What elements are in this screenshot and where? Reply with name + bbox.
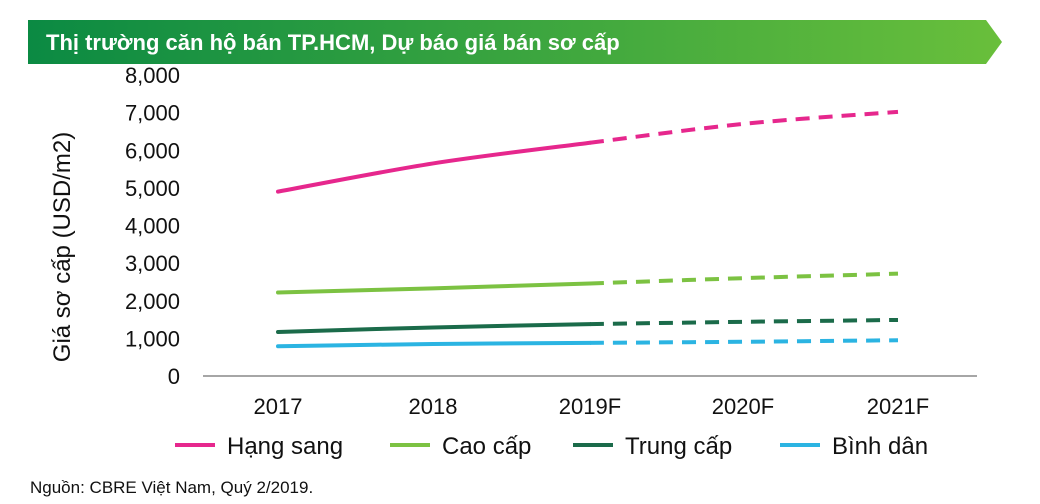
series-line-actual [276, 281, 592, 295]
chart-title: Thị trường căn hộ bán TP.HCM, Dự báo giá… [46, 30, 620, 55]
source-note: Nguồn: CBRE Việt Nam, Quý 2/2019. [30, 478, 314, 497]
y-axis-label: Giá sơ cấp (USD/m2) [49, 132, 76, 362]
series-line-actual [276, 340, 592, 349]
y-axis-ticks: 8,000 7,000 6,000 5,000 4,000 3,000 2,000 1,000… [125, 63, 180, 389]
legend-label: Bình dân [832, 433, 928, 460]
y-tick-label: 4,000 [125, 214, 180, 239]
legend-label: Trung cấp [625, 433, 732, 460]
x-tick-label: 2019F [559, 394, 621, 419]
legend: Hạng sang Cao cấp Trung cấp Bình dân [175, 433, 928, 460]
title-banner-shape [28, 20, 1002, 64]
legend-label: Hạng sang [227, 433, 343, 460]
series-line-actual [276, 140, 592, 194]
x-tick-label: 2017 [254, 394, 303, 419]
x-tick-label: 2020F [712, 394, 774, 419]
x-tick-label: 2018 [409, 394, 458, 419]
y-tick-label: 1,000 [125, 326, 180, 351]
series-line-forecast [589, 271, 899, 286]
y-tick-label: 2,000 [125, 289, 180, 314]
series-lines [276, 109, 899, 349]
series-line-actual [276, 322, 592, 334]
y-tick-label: 3,000 [125, 251, 180, 276]
x-axis-ticks: 2017 2018 2019F 2020F 2021F [254, 394, 930, 419]
y-tick-label: 5,000 [125, 176, 180, 201]
y-tick-label: 8,000 [125, 63, 180, 88]
series-line-forecast [589, 338, 899, 345]
x-tick-label: 2021F [867, 394, 929, 419]
y-tick-label: 0 [168, 364, 180, 389]
y-tick-label: 7,000 [125, 101, 180, 126]
series-line-forecast [589, 109, 899, 145]
legend-label: Cao cấp [442, 433, 531, 460]
y-tick-label: 6,000 [125, 138, 180, 163]
series-line-forecast [589, 317, 899, 327]
title-banner [28, 20, 1002, 64]
